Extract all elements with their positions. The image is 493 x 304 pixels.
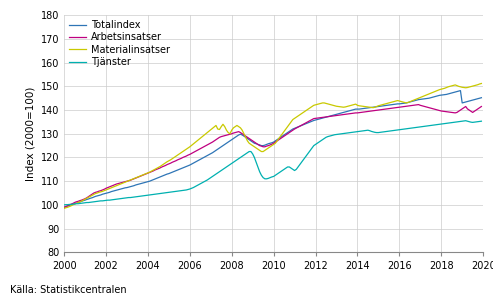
Materialinsatser — [203, 132, 209, 136]
Totalindex — [449, 91, 455, 95]
Tjänster — [89, 200, 95, 204]
Totalindex — [61, 206, 67, 209]
Line: Tjänster: Tjänster — [64, 121, 481, 205]
Tjänster — [337, 132, 343, 136]
Line: Totalindex: Totalindex — [64, 91, 481, 207]
Arbetsinsatser — [337, 113, 343, 117]
Arbetsinsatser — [78, 198, 84, 202]
Totalindex — [128, 185, 134, 188]
Totalindex — [78, 199, 84, 203]
Arbetsinsatser — [89, 192, 95, 196]
Arbetsinsatser — [451, 111, 457, 115]
Line: Materialinsatser: Materialinsatser — [64, 84, 481, 209]
Tjänster — [78, 202, 84, 205]
Legend: Totalindex, Arbetsinsatser, Materialinsatser, Tjänster: Totalindex, Arbetsinsatser, Materialinsa… — [67, 18, 172, 69]
Materialinsatser — [449, 84, 455, 88]
Arbetsinsatser — [61, 206, 67, 209]
Line: Arbetsinsatser: Arbetsinsatser — [64, 105, 481, 207]
Arbetsinsatser — [203, 144, 209, 148]
Materialinsatser — [78, 199, 84, 203]
Totalindex — [203, 155, 209, 158]
Materialinsatser — [337, 105, 343, 109]
Arbetsinsatser — [128, 178, 134, 182]
Materialinsatser — [89, 194, 95, 197]
Totalindex — [89, 196, 95, 200]
Tjänster — [61, 203, 67, 207]
Materialinsatser — [128, 178, 134, 182]
Totalindex — [478, 96, 484, 99]
Tjänster — [128, 196, 134, 199]
Totalindex — [458, 89, 463, 92]
Text: Källa: Statistikcentralen: Källa: Statistikcentralen — [10, 285, 127, 295]
Arbetsinsatser — [416, 103, 422, 106]
Tjänster — [203, 179, 209, 183]
Y-axis label: Index (2000=100): Index (2000=100) — [25, 87, 35, 181]
Materialinsatser — [478, 82, 484, 85]
Tjänster — [463, 119, 469, 123]
Tjänster — [478, 119, 484, 123]
Arbetsinsatser — [478, 105, 484, 108]
Tjänster — [449, 121, 455, 124]
Totalindex — [337, 112, 343, 115]
Materialinsatser — [61, 207, 67, 210]
